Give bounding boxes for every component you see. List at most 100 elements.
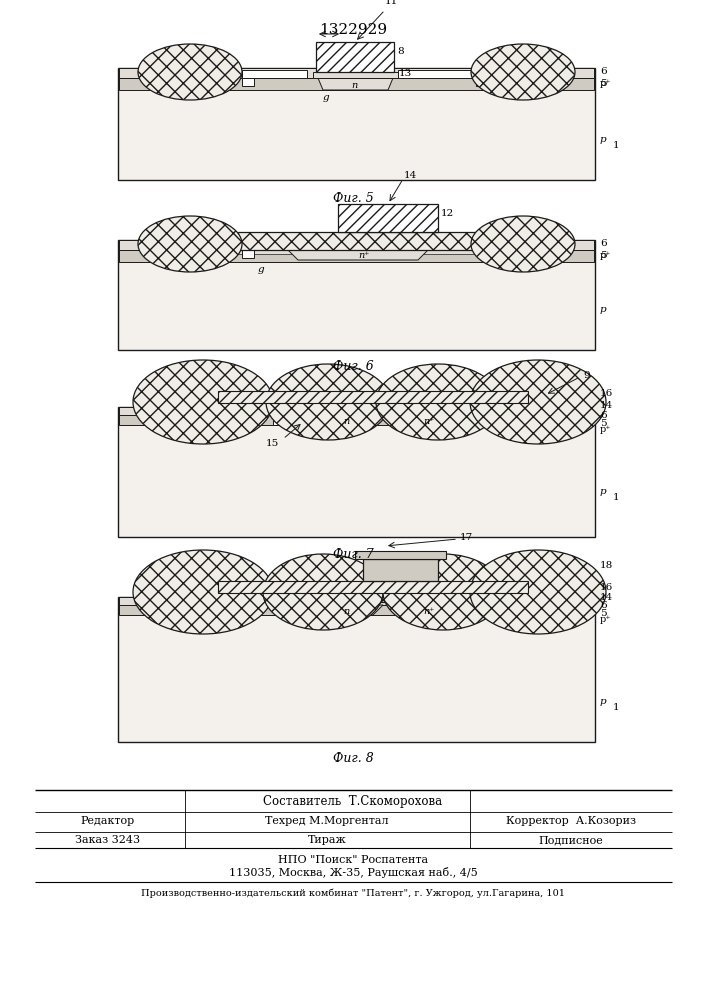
Text: 5: 5 <box>600 251 607 260</box>
Bar <box>119 78 594 90</box>
Text: n: n <box>343 416 349 426</box>
Text: 17: 17 <box>460 532 473 542</box>
Text: Фиг. 6: Фиг. 6 <box>332 360 373 373</box>
Ellipse shape <box>266 364 390 440</box>
Bar <box>363 559 438 581</box>
Text: Тираж: Тираж <box>308 835 346 845</box>
Text: Фиг. 5: Фиг. 5 <box>332 192 373 205</box>
Text: 113035, Москва, Ж-35, Раушская наб., 4/5: 113035, Москва, Ж-35, Раушская наб., 4/5 <box>228 867 477 879</box>
Ellipse shape <box>471 216 575 272</box>
Bar <box>248 396 508 412</box>
Bar <box>118 597 595 742</box>
Text: 6: 6 <box>600 68 607 77</box>
Text: p⁺: p⁺ <box>600 80 612 89</box>
Text: p: p <box>600 135 607 144</box>
Text: 11: 11 <box>385 0 398 6</box>
Text: g: g <box>323 94 329 103</box>
Text: Производственно-издательский комбинат "Патент", г. Ужгород, ул.Гагарина, 101: Производственно-издательский комбинат "П… <box>141 888 565 898</box>
Text: Фиг. 8: Фиг. 8 <box>332 752 373 766</box>
Text: Составитель  Т.Скоморохова: Составитель Т.Скоморохова <box>264 794 443 808</box>
Text: 16: 16 <box>600 388 613 397</box>
Bar <box>242 70 307 78</box>
Bar <box>248 586 508 602</box>
Ellipse shape <box>133 360 273 444</box>
Ellipse shape <box>471 44 575 100</box>
Text: 15: 15 <box>266 438 279 448</box>
Text: 16: 16 <box>600 582 613 591</box>
Text: 12: 12 <box>441 209 455 218</box>
Text: 8: 8 <box>397 47 404 56</box>
Bar <box>119 597 594 605</box>
Text: 13: 13 <box>399 70 412 79</box>
Bar <box>338 204 438 232</box>
Ellipse shape <box>470 360 606 444</box>
Text: Техред М.Моргентал: Техред М.Моргентал <box>265 816 389 826</box>
Bar <box>118 407 595 537</box>
Text: p⁺: p⁺ <box>600 424 612 434</box>
Polygon shape <box>476 78 488 86</box>
Bar <box>119 603 594 615</box>
Bar <box>355 551 446 559</box>
Text: n⁺: n⁺ <box>423 606 434 615</box>
Bar <box>119 68 594 78</box>
Text: 6: 6 <box>600 600 607 609</box>
Polygon shape <box>318 78 393 90</box>
Text: 1: 1 <box>613 492 619 502</box>
Text: 6: 6 <box>600 410 607 420</box>
Text: p: p <box>600 488 607 496</box>
Bar <box>119 407 594 415</box>
Text: 6: 6 <box>600 239 607 248</box>
Text: НПО "Поиск" Роспатента: НПО "Поиск" Роспатента <box>278 855 428 865</box>
Text: p: p <box>600 306 607 314</box>
Polygon shape <box>242 78 254 86</box>
Bar <box>218 581 528 593</box>
Bar <box>478 236 523 250</box>
Ellipse shape <box>133 550 273 634</box>
Text: 14: 14 <box>600 592 613 601</box>
Text: Фиг. 7: Фиг. 7 <box>332 548 373 560</box>
Ellipse shape <box>376 364 500 440</box>
Polygon shape <box>398 605 478 615</box>
Polygon shape <box>398 415 478 425</box>
Bar <box>218 391 528 403</box>
Polygon shape <box>313 415 383 425</box>
Text: n: n <box>351 81 357 90</box>
Text: 5: 5 <box>600 79 607 88</box>
Text: p⁺: p⁺ <box>600 251 612 260</box>
Text: 14: 14 <box>404 172 417 180</box>
Polygon shape <box>273 415 285 425</box>
Text: p⁺: p⁺ <box>600 614 612 624</box>
Bar <box>238 250 478 254</box>
Ellipse shape <box>383 554 503 630</box>
Text: 18: 18 <box>600 560 613 570</box>
Bar <box>238 232 478 250</box>
Text: n⁺: n⁺ <box>358 251 369 260</box>
Bar <box>119 250 594 262</box>
Ellipse shape <box>138 44 242 100</box>
Text: 1: 1 <box>613 702 619 712</box>
Ellipse shape <box>470 550 606 634</box>
Bar <box>316 42 394 72</box>
Bar <box>398 70 488 78</box>
Text: 5: 5 <box>600 418 607 428</box>
Text: 5: 5 <box>600 608 607 617</box>
Bar <box>313 72 398 78</box>
Text: n⁺: n⁺ <box>423 416 434 426</box>
Text: Заказ 3243: Заказ 3243 <box>76 835 141 845</box>
Text: Редактор: Редактор <box>81 816 135 826</box>
Polygon shape <box>242 250 254 258</box>
Text: g: g <box>258 265 264 274</box>
Text: n: n <box>343 606 349 615</box>
Text: 14: 14 <box>600 400 613 410</box>
Polygon shape <box>288 250 428 260</box>
Ellipse shape <box>263 554 383 630</box>
Bar <box>119 413 594 425</box>
Bar <box>118 240 595 350</box>
Text: p: p <box>600 698 607 706</box>
Ellipse shape <box>138 216 242 272</box>
Bar <box>119 240 594 250</box>
Bar <box>118 68 595 180</box>
Text: Подписное: Подписное <box>539 835 603 845</box>
Text: 1322929: 1322929 <box>319 23 387 37</box>
Text: 1: 1 <box>613 140 619 149</box>
